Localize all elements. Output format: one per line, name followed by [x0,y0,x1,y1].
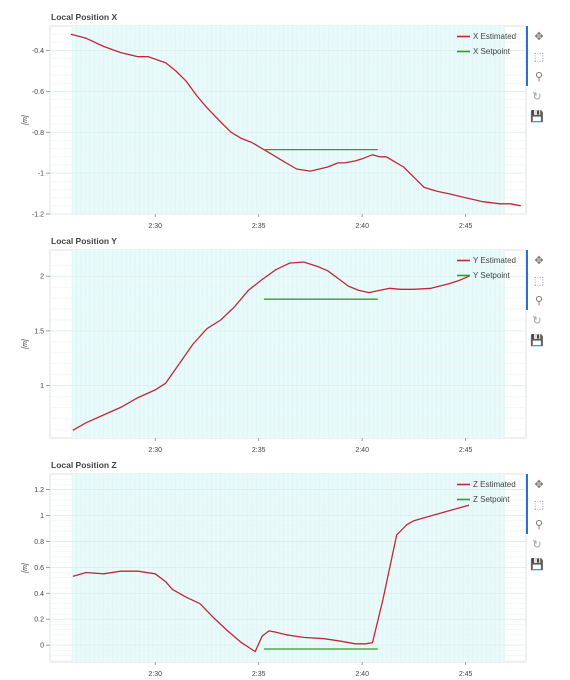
x-tick-label: 2:45 [459,447,473,454]
x-tick-label: 2:30 [148,671,162,678]
legend-label: Y Setpoint [473,271,511,280]
x-tick-label: 2:40 [355,447,369,454]
plot-toolbar-3: ✥ ⬚ ⚲ ↻ 💾 [526,474,548,574]
wheel-zoom-icon[interactable]: ⚲ [526,66,550,86]
series-line-estimated [70,33,521,207]
y-tick-label: 1 [40,383,44,390]
y-tick-label: 2 [40,274,44,281]
legend-label: Y Estimated [473,256,516,265]
save-icon[interactable]: 💾 [530,557,544,571]
plot-background [72,26,505,214]
box-zoom-icon[interactable]: ⬚ [526,270,550,290]
x-tick-label: 2:35 [252,447,266,454]
y-tick-label: -1.2 [32,212,44,219]
legend-label: Z Estimated [473,480,516,489]
legend: X Estimated X Setpoint [457,32,516,56]
x-tick-label: 2:35 [252,223,266,230]
wheel-zoom-icon[interactable]: ⚲ [526,514,550,534]
x-tick-label: 2:45 [459,223,473,230]
reset-icon[interactable]: ↻ [532,313,542,327]
save-icon[interactable]: 💾 [530,333,544,347]
y-tick-label: 1.5 [34,328,44,335]
chart-panel-1: Local Position X -0.4 -0.6 -0.8 -1 -1.2 2:30 2:… [22,12,527,230]
chart-panel-3: Local Position Z 0 0.2 0.4 0.6 0.8 1 1.2 2:30 2:3… [22,460,527,678]
y-tick-label: -1 [38,171,44,178]
legend-label: X Estimated [473,32,516,41]
wheel-zoom-icon[interactable]: ⚲ [526,290,550,310]
series-line-estimated [72,504,470,653]
y-tick-label: -0.4 [32,48,44,55]
reset-icon[interactable]: ↻ [532,537,542,551]
box-zoom-icon[interactable]: ⬚ [526,46,550,66]
y-tick-label: 0.4 [34,591,44,598]
y-tick-label: 0.6 [34,565,44,572]
x-tick-label: 2:45 [459,671,473,678]
y-tick-label: 0.2 [34,617,44,624]
y-axis-label: [m] [22,114,29,126]
box-zoom-icon[interactable]: ⬚ [526,494,550,514]
x-tick-label: 2:30 [148,223,162,230]
reset-icon[interactable]: ↻ [532,89,542,103]
y-tick-label: 1.2 [34,487,44,494]
y-tick-label: 0 [40,643,44,650]
chart-title: Local Position X [51,12,117,22]
x-tick-label: 2:40 [355,223,369,230]
pan-icon[interactable]: ✥ [526,474,550,494]
plot-toolbar-1: ✥ ⬚ ⚲ ↻ 💾 [526,26,548,126]
save-icon[interactable]: 💾 [530,109,544,123]
x-tick-label: 2:35 [252,671,266,678]
chart-title: Local Position Y [51,236,117,246]
y-tick-label: -0.8 [32,130,44,137]
y-tick-label: -0.6 [32,89,44,96]
legend: Z Estimated Z Setpoint [457,480,516,504]
y-axis-label: [m] [22,338,29,350]
y-axis-label: [m] [22,562,29,574]
plot-background [72,250,505,438]
plot-toolbar-2: ✥ ⬚ ⚲ ↻ 💾 [526,250,548,350]
y-tick-label: 0.8 [34,539,44,546]
y-tick-label: 1 [40,513,44,520]
legend-label: Z Setpoint [473,495,510,504]
x-tick-label: 2:30 [148,447,162,454]
series-line-estimated [72,261,470,431]
legend: Y Estimated Y Setpoint [457,256,516,280]
legend-label: X Setpoint [473,47,511,56]
plot-background [72,474,505,662]
x-tick-label: 2:40 [355,671,369,678]
chart-title: Local Position Z [51,460,117,470]
pan-icon[interactable]: ✥ [526,250,550,270]
chart-panel-2: Local Position Y 1 1.5 2 2:30 2:35 2:40 2:45 [m]… [22,236,527,454]
pan-icon[interactable]: ✥ [526,26,550,46]
